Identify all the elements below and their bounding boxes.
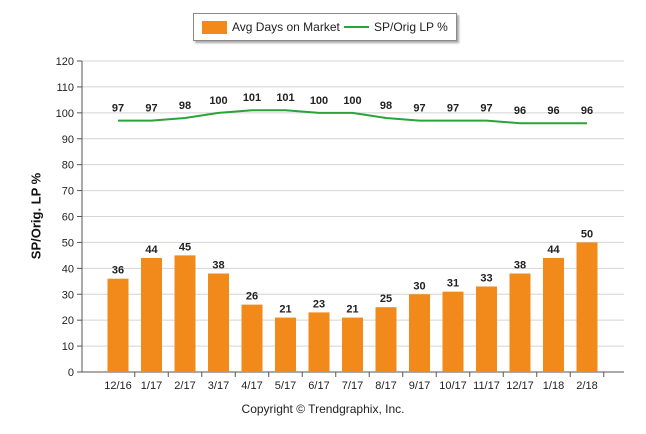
legend: Avg Days on Market SP/Orig LP % <box>193 13 457 41</box>
bar-value-label: 25 <box>380 293 392 305</box>
line-value-label: 100 <box>343 95 361 107</box>
copyright-text: Copyright © Trendgraphix, Inc. <box>241 402 405 416</box>
bar-value-label: 26 <box>246 291 258 303</box>
y-tick-label: 20 <box>62 315 74 327</box>
line-value-label: 100 <box>310 95 328 107</box>
bar <box>107 278 129 372</box>
x-tick-label: 2/18 <box>576 380 597 392</box>
bar-value-label: 30 <box>413 280 425 292</box>
line-value-label: 97 <box>112 103 124 115</box>
line-value-label: 96 <box>547 105 559 117</box>
bar <box>442 291 464 372</box>
data-labels: 36 44 45 38 26 21 23 21 25 30 31 33 38 44 50 97 97 98 100 1… <box>112 92 593 315</box>
bar <box>174 255 196 372</box>
line-value-label: 101 <box>276 92 294 104</box>
x-tick-label: 1/17 <box>141 380 162 392</box>
x-tick-label: 8/17 <box>375 380 396 392</box>
x-tick-label: 7/17 <box>342 380 363 392</box>
line-value-label: 96 <box>581 105 593 117</box>
line-value-label: 97 <box>480 103 492 115</box>
y-tick-label: 110 <box>56 82 74 94</box>
bar <box>576 242 598 372</box>
line-value-label: 97 <box>413 103 425 115</box>
axes: 0 10 20 30 40 50 60 70 80 90 100 110 120 12/16 1/17 2/1… <box>56 56 624 392</box>
bar <box>543 257 564 372</box>
y-tick-label: 50 <box>62 237 74 249</box>
bar <box>476 286 497 372</box>
line-value-label: 96 <box>514 105 526 117</box>
bar-value-label: 36 <box>112 265 124 277</box>
bar <box>308 312 330 372</box>
legend-item-line: SP/Orig LP % <box>344 14 448 40</box>
legend-line-swatch <box>344 26 369 28</box>
y-tick-label: 90 <box>62 134 74 146</box>
y-tick-label: 70 <box>62 186 74 198</box>
bar-value-label: 45 <box>179 241 191 253</box>
bar <box>342 317 363 372</box>
bar <box>509 273 531 372</box>
y-tick-label: 30 <box>62 289 74 301</box>
line-value-label: 100 <box>209 95 227 107</box>
y-tick-label: 40 <box>62 263 74 275</box>
gridlines <box>82 60 624 347</box>
y-axis-title: SP/Orig. LP % <box>28 172 44 260</box>
bar-value-label: 50 <box>581 228 593 240</box>
bar-value-label: 21 <box>279 304 291 316</box>
x-tick-label: 3/17 <box>208 380 229 392</box>
line-value-label: 98 <box>380 100 392 112</box>
y-tick-label: 0 <box>68 367 74 379</box>
bar <box>275 317 296 372</box>
bar-value-label: 33 <box>480 272 492 284</box>
line-series <box>118 109 587 125</box>
legend-bar-swatch <box>202 20 227 34</box>
bar <box>409 294 430 372</box>
x-tick-label: 1/18 <box>543 380 564 392</box>
y-tick-label: 120 <box>56 56 74 68</box>
x-tick-label: 12/17 <box>506 380 534 392</box>
x-tick-label: 9/17 <box>409 380 430 392</box>
bar <box>241 304 263 372</box>
x-tick-label: 12/16 <box>104 380 132 392</box>
bar-value-label: 21 <box>346 304 358 316</box>
line-value-label: 98 <box>179 100 191 112</box>
x-tick-label: 4/17 <box>241 380 262 392</box>
line-path <box>118 109 587 125</box>
y-tick-label: 100 <box>56 108 74 120</box>
line-value-label: 97 <box>145 103 157 115</box>
legend-bar-label: Avg Days on Market <box>232 20 340 34</box>
bar <box>141 257 162 372</box>
y-tick-label: 80 <box>62 160 74 172</box>
x-tick-label: 11/17 <box>473 380 500 392</box>
bar-value-label: 31 <box>447 278 459 290</box>
x-tick-label: 5/17 <box>275 380 296 392</box>
y-tick-label: 10 <box>62 341 74 353</box>
bar-value-label: 23 <box>313 298 325 310</box>
x-tick-label: 2/17 <box>174 380 195 392</box>
bar <box>208 273 229 372</box>
bar-value-label: 44 <box>145 244 158 256</box>
line-value-label: 101 <box>243 92 261 104</box>
legend-item-bars: Avg Days on Market <box>202 14 340 40</box>
legend-line-label: SP/Orig LP % <box>374 20 448 34</box>
bar-value-label: 44 <box>547 244 560 256</box>
bar-value-label: 38 <box>514 260 526 272</box>
x-tick-label: 6/17 <box>308 380 329 392</box>
y-tick-label: 60 <box>62 212 74 224</box>
bar <box>375 307 397 372</box>
bar-value-label: 38 <box>212 260 224 272</box>
bar-series <box>107 242 598 372</box>
x-tick-label: 10/17 <box>439 380 467 392</box>
line-value-label: 97 <box>447 103 459 115</box>
